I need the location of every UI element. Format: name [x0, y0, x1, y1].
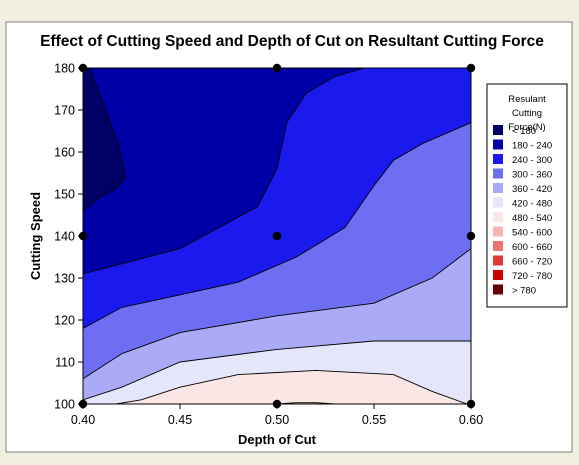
legend: Resulant Cutting Force(N) < 180 180 - 240…: [486, 83, 568, 308]
legend-swatch: [493, 168, 503, 179]
design-point: [466, 231, 476, 241]
legend-title-line-3: Force(N): [508, 122, 545, 133]
legend-swatch: [493, 226, 503, 237]
contour-line-420: [83, 340, 471, 401]
contour-line-480: [115, 369, 468, 404]
legend-swatch: [493, 154, 503, 164]
legend-swatch: [493, 139, 503, 150]
y-axis: 100 110 120 130 140 150 160 170 180: [54, 62, 83, 412]
contour-lines: [83, 68, 471, 404]
design-point: [78, 399, 88, 409]
legend-label: < 180: [512, 126, 536, 137]
x-axis-label: Depth of Cut: [238, 432, 317, 447]
legend-swatch: [493, 270, 503, 280]
legend-swatch: [493, 241, 503, 251]
design-point: [272, 63, 282, 73]
design-point: [466, 63, 476, 73]
legend-label: 660 - 720: [512, 257, 552, 268]
design-point: [78, 231, 88, 241]
y-tick-label: 120: [54, 314, 75, 328]
legend-label: 540 - 600: [512, 228, 552, 239]
y-tick-label: 140: [54, 230, 75, 244]
legend-label: > 780: [512, 286, 536, 297]
y-tick-label: 160: [54, 146, 75, 160]
contour-line-240: [83, 68, 365, 275]
legend-title-line-1: Resulant: [508, 94, 546, 105]
y-tick-label: 110: [55, 356, 75, 370]
y-tick-label: 170: [54, 104, 75, 118]
legend-label: 480 - 540: [512, 213, 552, 224]
legend-swatch: [493, 212, 503, 222]
y-tick-label: 130: [54, 272, 75, 286]
legend-title-line-2: Cutting: [512, 108, 542, 119]
legend-swatch: [493, 197, 503, 208]
legend-swatch: [493, 125, 503, 135]
y-axis-label: Cutting Speed: [28, 192, 43, 280]
contour-line-360: [83, 248, 471, 380]
design-points: [78, 63, 476, 409]
design-point: [78, 63, 88, 73]
x-tick-label: 0.45: [168, 413, 192, 427]
x-tick-label: 0.40: [71, 413, 95, 427]
legend-box: [486, 83, 568, 308]
y-tick-label: 100: [54, 398, 75, 412]
x-tick-label: 0.60: [459, 413, 483, 427]
legend-label: 720 - 780: [512, 271, 552, 282]
legend-label: 240 - 300: [512, 155, 552, 166]
y-tick-label: 180: [54, 62, 75, 76]
contour-line-540: [276, 402, 336, 404]
legend-label: 420 - 480: [512, 199, 552, 210]
legend-swatch: [493, 284, 503, 295]
x-tick-label: 0.55: [362, 413, 386, 427]
legend-label: 360 - 420: [512, 184, 552, 195]
contour-line-180: [83, 68, 127, 212]
contour-line-300: [83, 122, 471, 329]
x-axis: 0.40 0.45 0.50 0.55 0.60: [71, 404, 483, 427]
chart-title: Effect of Cutting Speed and Depth of Cut…: [40, 33, 544, 50]
legend-swatch: [493, 255, 503, 266]
legend-entries: < 180 180 - 240 240 - 300 300 - 360 360 - 42…: [493, 125, 552, 297]
legend-label: 300 - 360: [512, 170, 552, 181]
legend-label: 600 - 660: [512, 242, 552, 253]
contour-region-480: [116, 370, 468, 404]
y-tick-label: 150: [54, 188, 75, 202]
design-point: [466, 399, 476, 409]
legend-label: 180 - 240: [512, 141, 552, 152]
design-point: [272, 399, 282, 409]
legend-swatch: [493, 183, 503, 193]
x-tick-label: 0.50: [265, 413, 289, 427]
design-point: [272, 231, 282, 241]
